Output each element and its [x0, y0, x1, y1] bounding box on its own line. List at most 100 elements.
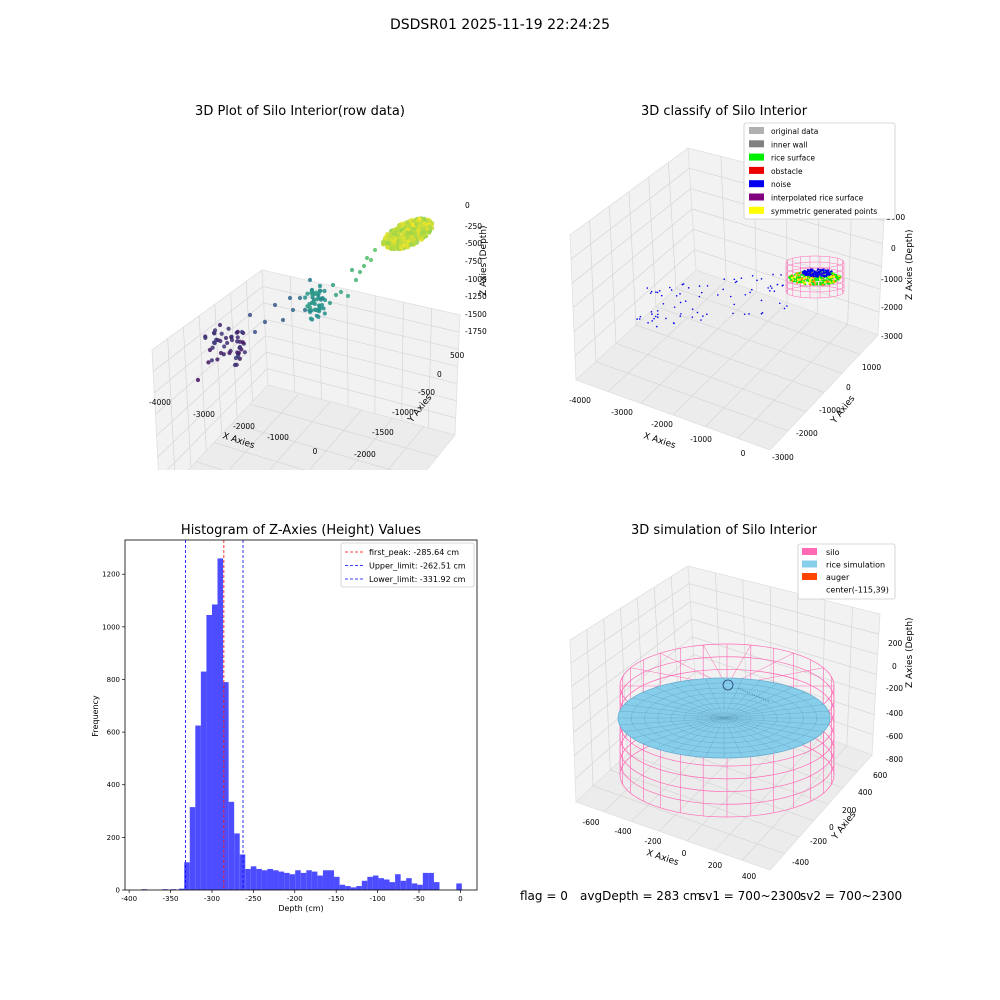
scatter-point [229, 334, 234, 339]
scatter-point [390, 235, 395, 240]
rice-surface-point [816, 282, 819, 285]
noise-point [698, 295, 701, 298]
scatter-point [372, 247, 378, 253]
rice-surface-point [819, 281, 822, 284]
center-marker [722, 679, 734, 691]
panel4-zlabel: Z Axies (Depth) [905, 617, 915, 688]
histogram-bar [200, 671, 207, 890]
scatter-point [316, 314, 321, 319]
scatter-point [387, 241, 392, 247]
noise-point [651, 320, 653, 322]
scatter-point [235, 335, 240, 340]
noise-point [815, 271, 818, 274]
scatter-point [195, 377, 201, 383]
scatter-point [262, 319, 268, 325]
scatter-point [218, 350, 224, 356]
scatter-point [353, 277, 359, 283]
panel2-points [636, 273, 788, 328]
scatter-point [404, 243, 410, 248]
rice-surface-point [813, 281, 816, 284]
scatter-point [235, 339, 240, 344]
rice-surface-point [811, 280, 814, 283]
scatter-point [322, 288, 327, 294]
noise-point [761, 311, 764, 314]
histogram-chart: -400 -350 -300 -250 -200 -150 -100 -50 0 0 200 400… [91, 539, 478, 913]
noise-point [748, 313, 750, 315]
noise-point [679, 301, 682, 304]
noise-point [636, 318, 638, 320]
rice-surface-point [820, 276, 823, 279]
histogram-bar [278, 871, 285, 890]
rice-surface-point [796, 278, 799, 281]
status-sv2: sv2 = 700~2300 [800, 889, 903, 903]
noise-point [776, 283, 779, 286]
panel2-xtick: 0 [741, 449, 746, 458]
panel4-ytick: 0 [829, 823, 834, 832]
noise-point [830, 270, 833, 273]
figure-title: DSDSR01 2025-11-19 22:24:25 [389, 17, 610, 33]
noise-point [824, 269, 827, 272]
panel2-zlabel: Z Axies (Depth) [905, 229, 915, 300]
noise-point [679, 315, 682, 318]
legend-label: obstacle [771, 167, 803, 176]
noise-point [808, 269, 811, 272]
panel2-ytick: -1000 [819, 406, 841, 415]
histogram-bar [178, 888, 185, 890]
noise-point [706, 313, 708, 315]
rice-surface-point [812, 283, 815, 286]
scatter-point [215, 357, 220, 362]
noise-point [740, 277, 743, 280]
histogram-bar [239, 854, 246, 890]
histogram-bar [189, 807, 196, 890]
panel1-ztick: -250 [465, 222, 482, 231]
scatter-point [297, 295, 303, 301]
noise-point [700, 291, 703, 294]
rice-surface-point [800, 281, 803, 284]
scatter-point [368, 257, 374, 263]
panel2-gridlines [570, 156, 884, 439]
rice-surface-point [813, 279, 816, 282]
noise-point [717, 294, 719, 296]
legend-label: interpolated rice surface [771, 194, 864, 203]
panel2-title: 3D classify of Silo Interior [640, 104, 808, 119]
noise-point [639, 315, 642, 318]
panel4-ytick: -200 [810, 837, 827, 846]
scatter-point [303, 295, 308, 300]
scatter-point [395, 239, 401, 244]
scatter-point [405, 233, 411, 239]
scatter-point [398, 246, 404, 251]
noise-point [813, 275, 816, 278]
rice-surface-point [816, 283, 819, 286]
scatter-point [235, 350, 240, 355]
noise-point [827, 271, 830, 274]
scatter-point [247, 312, 253, 318]
noise-point [735, 280, 738, 283]
noise-point [820, 272, 823, 275]
rice-surface-point [819, 278, 822, 281]
noise-point [822, 268, 825, 271]
noise-point [771, 287, 773, 289]
histogram-bar [217, 558, 224, 890]
histogram-bar [311, 871, 318, 890]
noise-point [806, 268, 809, 271]
noise-point [744, 293, 747, 296]
rice-surface-point [813, 277, 816, 280]
noise-point [772, 273, 774, 276]
scatter-point [305, 291, 310, 296]
rice-surface-point [808, 282, 811, 285]
panel1-xtick: -3000 [193, 410, 215, 419]
legend-label: inner wall [771, 140, 808, 149]
panel1-ztick: -750 [465, 257, 482, 266]
scatter-point [408, 230, 414, 236]
rice-surface-point [804, 281, 807, 284]
legend-label: symmetric generated points [771, 207, 877, 216]
rice-surface-point [823, 279, 826, 282]
noise-point [700, 319, 702, 321]
legend-label: Lower_limit: -331.92 cm [369, 575, 466, 584]
histogram-xtick: -350 [163, 895, 179, 903]
panel4-ytick: -400 [792, 858, 809, 867]
histogram-legend: first_peak: -285.64 cm Upper_limit: -262.… [340, 542, 475, 588]
noise-point [672, 322, 675, 324]
scatter-point [349, 267, 355, 273]
panel2-ytick: 1000 [862, 363, 881, 372]
